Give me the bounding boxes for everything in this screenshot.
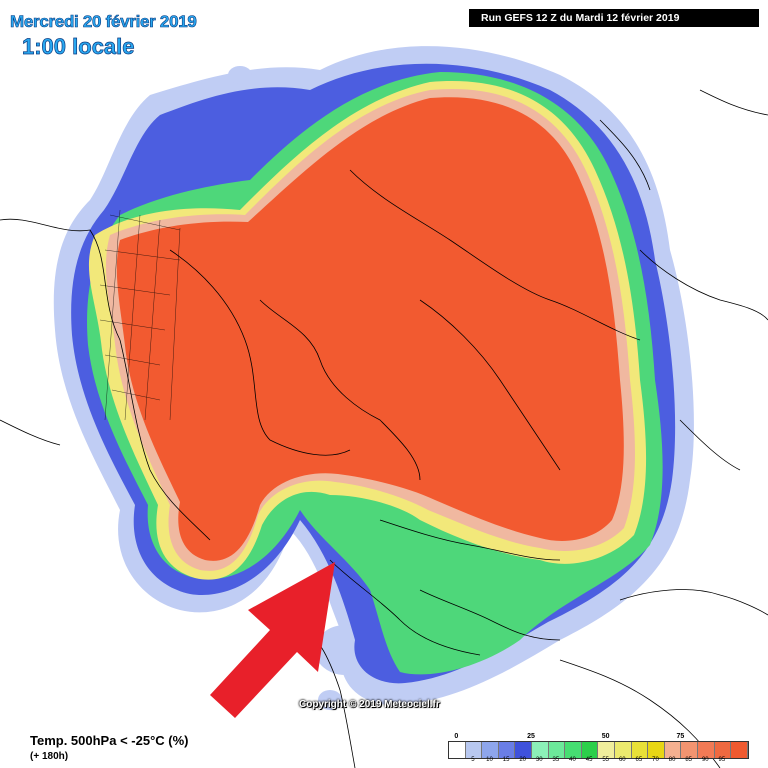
color-scale-top-label: 75 — [676, 733, 685, 740]
color-scale-bottom-label: 40 — [569, 757, 576, 763]
color-scale-bottom-label: 55 — [602, 757, 610, 763]
color-scale-cell — [548, 742, 566, 758]
color-scale: 0 25 50 75 5 10 15 20 30 35 40 45 55 60 65 70 80 85 90 95 — [445, 733, 755, 765]
color-scale-bottom-label: 85 — [685, 757, 693, 763]
color-scale-bottom-label: 60 — [618, 757, 626, 763]
forecast-time: 1:00 locale — [22, 34, 135, 60]
color-scale-cell — [681, 742, 698, 758]
model-run-label: Run GEFS 12 Z du Mardi 12 février 2019 — [469, 9, 759, 27]
color-scale-bottom-label: 80 — [668, 757, 676, 763]
color-scale-bottom-label: 65 — [635, 757, 643, 763]
map-state-grid — [99, 209, 181, 421]
copyright-text: Copyright © 2019 Meteociel.fr — [299, 699, 440, 710]
color-scale-cell — [565, 742, 582, 758]
color-scale-cell — [697, 742, 715, 758]
forecast-date: Mercredi 20 février 2019 — [10, 12, 197, 32]
color-scale-bottom-label: 15 — [502, 757, 510, 763]
color-scale-bottom-label: 5 — [471, 757, 475, 763]
color-scale-bottom-label: 20 — [519, 757, 527, 763]
color-scale-cell — [581, 742, 599, 758]
color-scale-cell — [731, 742, 748, 758]
color-scale-bottom-label: 10 — [486, 757, 493, 763]
color-scale-bottom-label: 30 — [535, 757, 543, 763]
color-scale-bottom-label: 90 — [701, 757, 709, 763]
legend-subtitle: (+ 180h) — [30, 751, 69, 762]
color-scale-bottom-label: 70 — [652, 757, 659, 763]
color-scale-cell — [531, 742, 549, 758]
map-coastlines — [0, 89, 768, 768]
color-scale-cell — [449, 742, 466, 758]
color-scale-bar — [448, 741, 749, 759]
color-scale-cell — [515, 742, 532, 758]
color-scale-cell — [498, 742, 516, 758]
color-scale-cell — [714, 742, 732, 758]
color-scale-cell — [614, 742, 632, 758]
color-scale-cell — [598, 742, 615, 758]
color-scale-bottom-label: 45 — [585, 757, 593, 763]
annotation-arrow — [210, 562, 335, 718]
color-scale-top-label: 50 — [601, 733, 610, 740]
color-scale-bottom-label: 95 — [718, 757, 726, 763]
color-scale-cell — [482, 742, 499, 758]
legend-title: Temp. 500hPa < -25°C (%) — [30, 733, 189, 748]
color-scale-top-label: 0 — [454, 733, 459, 740]
color-scale-cell — [631, 742, 649, 758]
map-zone-95pct — [116, 97, 624, 561]
color-scale-cell — [664, 742, 682, 758]
color-scale-cell — [465, 742, 483, 758]
color-scale-top-label: 25 — [527, 733, 535, 740]
color-scale-bottom-label: 35 — [552, 757, 560, 763]
color-scale-cell — [648, 742, 665, 758]
